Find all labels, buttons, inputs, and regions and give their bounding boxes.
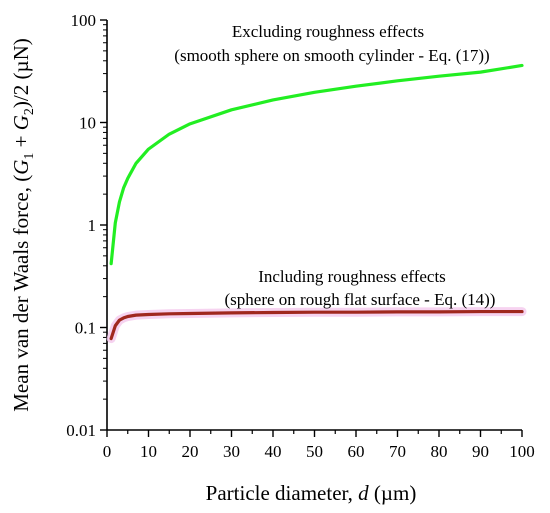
x-tick-label: 10: [140, 442, 157, 461]
x-tick-label: 100: [509, 442, 535, 461]
annotation-2-line1: Including roughness effects: [258, 267, 446, 286]
y-axis-title: Mean van der Waals force, (G1 + G2)/2 (µ…: [9, 38, 37, 412]
x-tick-label: 20: [182, 442, 199, 461]
y-tick-label: 100: [71, 11, 97, 30]
x-tick-label: 0: [103, 442, 112, 461]
x-tick-label: 90: [472, 442, 489, 461]
series-line-2: [109, 309, 524, 341]
x-tick-label: 50: [306, 442, 323, 461]
x-tick-label: 40: [265, 442, 282, 461]
series-layer: [106, 63, 527, 344]
x-tick-label: 30: [223, 442, 240, 461]
x-tick-label: 60: [348, 442, 365, 461]
x-tick-label: 70: [389, 442, 406, 461]
x-axis-title: Particle diameter, d (µm): [206, 481, 417, 505]
annotation-1-line1: Excluding roughness effects: [232, 22, 424, 41]
series-line-1: [109, 63, 524, 266]
y-ticks: 0.01 0.1 1 10 100: [66, 11, 107, 440]
annotation-2-line2: (sphere on rough flat surface - Eq. (14)…: [225, 290, 496, 309]
y-tick-label: 0.1: [75, 319, 96, 338]
annotation-1-line2: (smooth sphere on smooth cylinder - Eq. …: [174, 46, 489, 65]
y-tick-label: 10: [79, 114, 96, 133]
y-tick-label: 1: [88, 216, 97, 235]
y-tick-label: 0.01: [66, 421, 96, 440]
x-ticks: 0 10 20 30 40 50 60 70 80 90 100: [103, 430, 535, 461]
x-tick-label: 80: [431, 442, 448, 461]
series-2-halo: [106, 307, 527, 344]
